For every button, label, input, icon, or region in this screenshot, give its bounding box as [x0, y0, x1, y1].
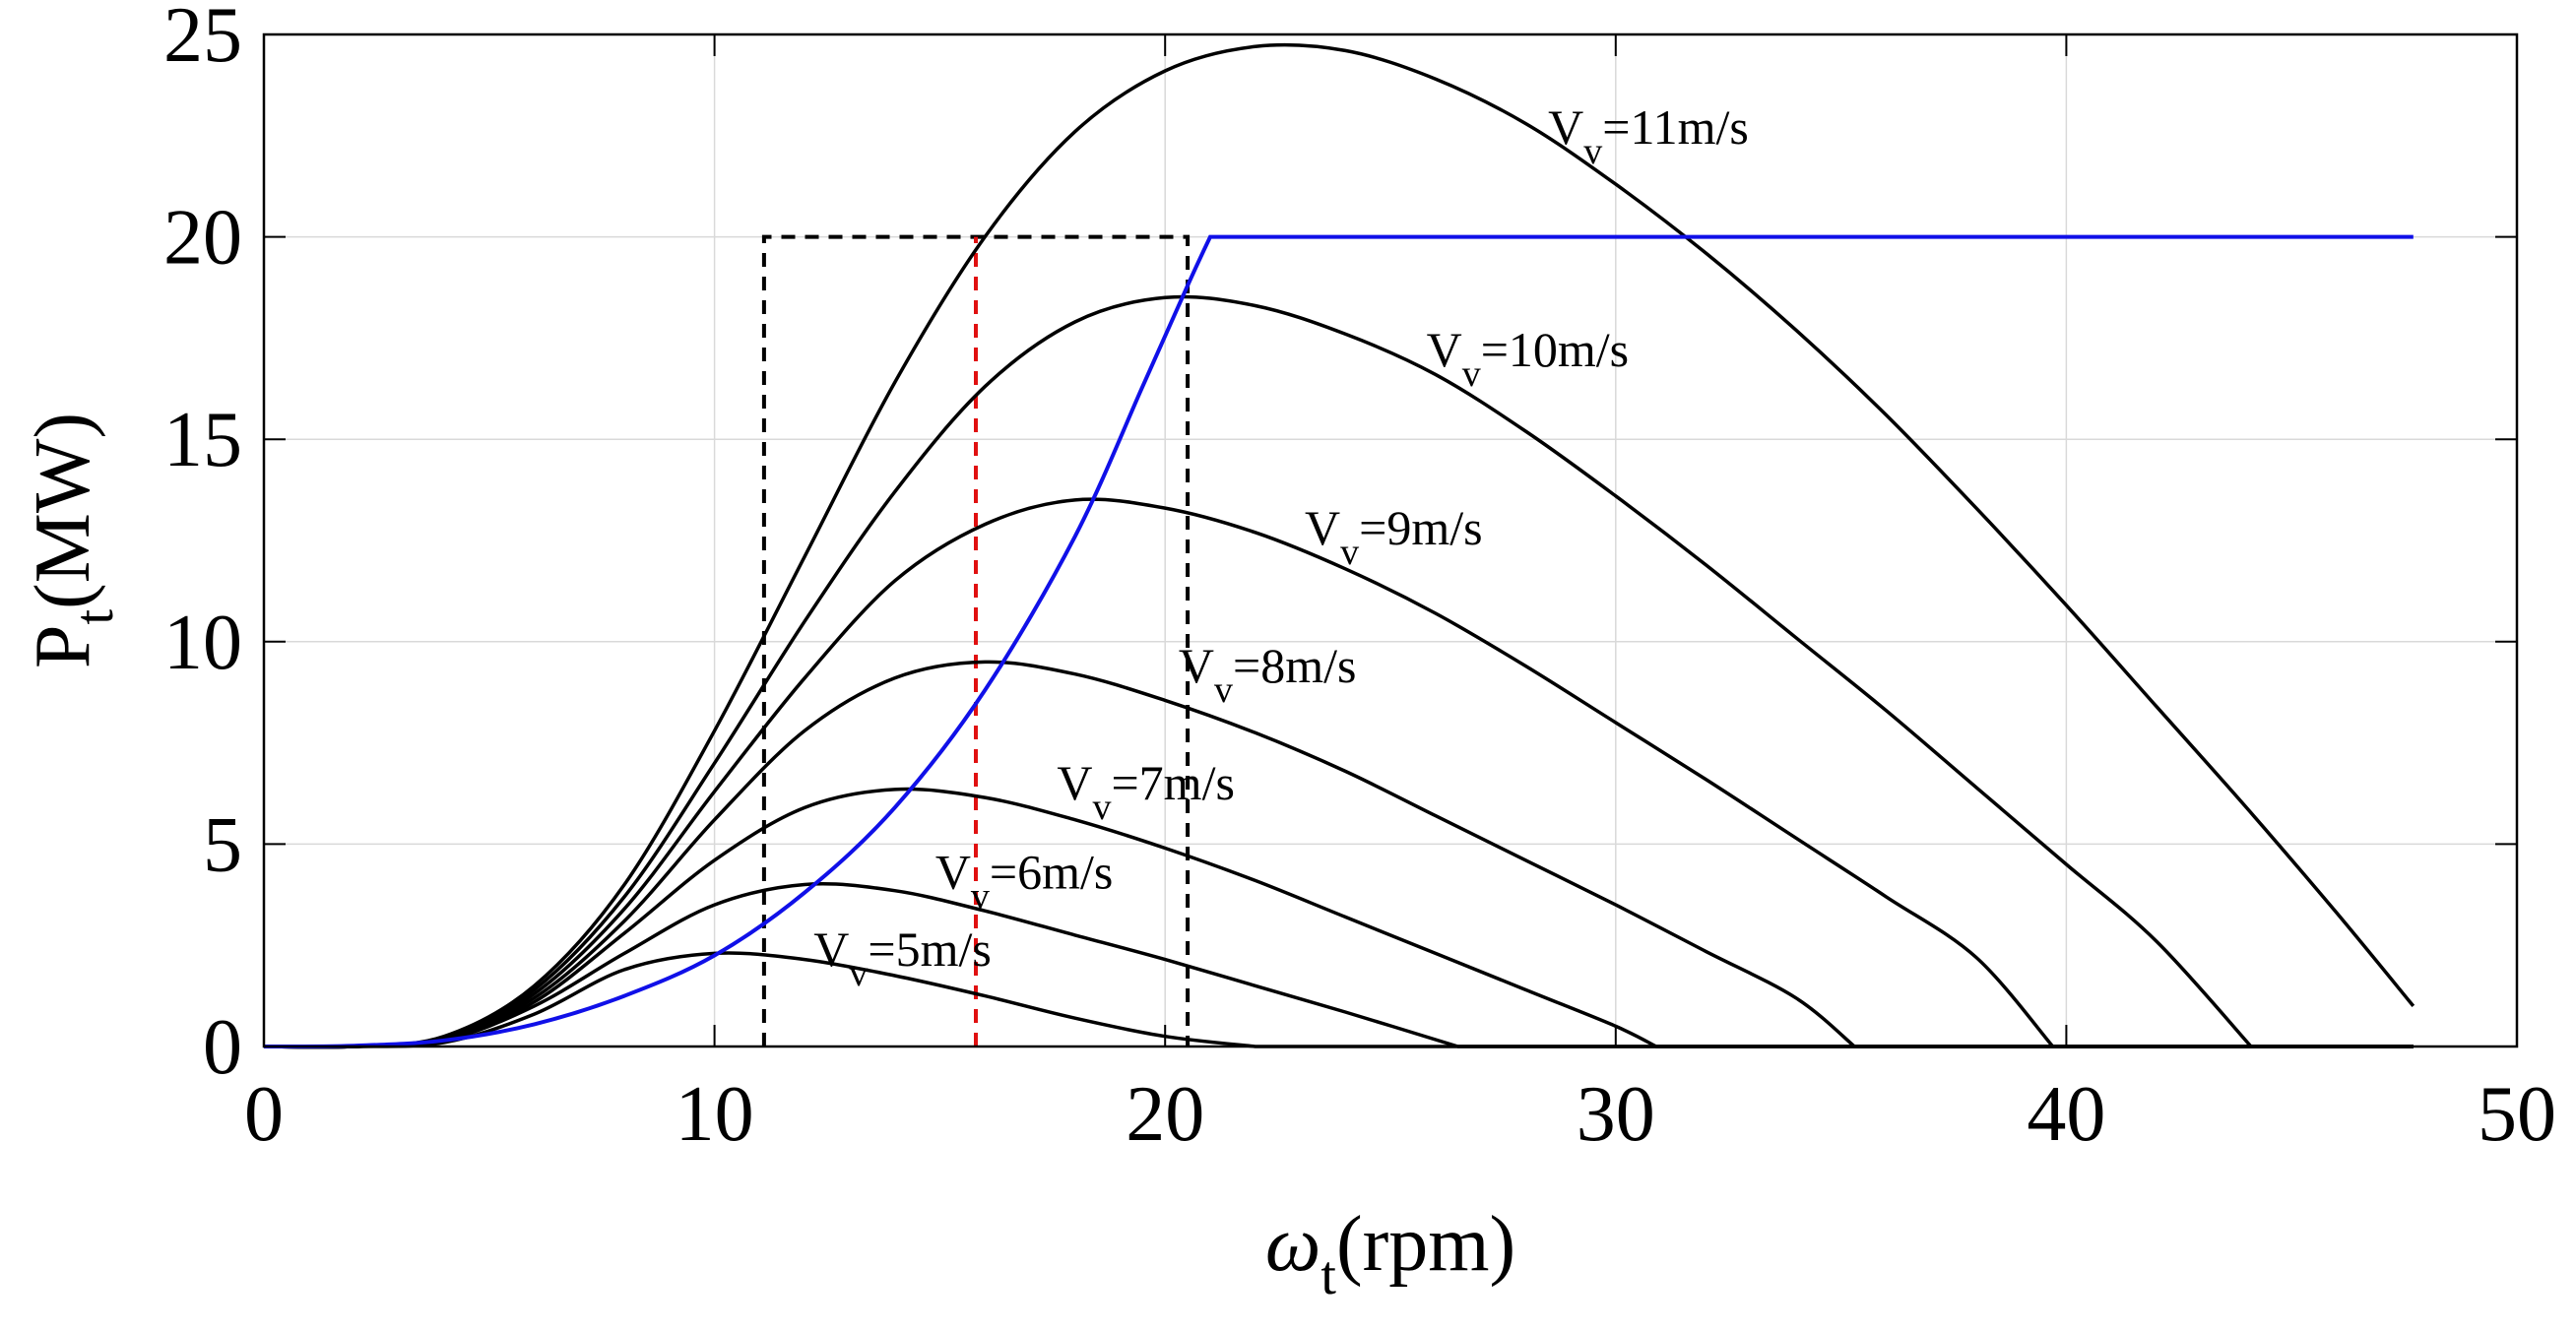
power-curve-9-ms	[263, 497, 2414, 1049]
curve-label-value: =9m/s	[1359, 500, 1482, 555]
power-curve-8-ms	[263, 660, 2414, 1049]
y-axis-symbol: P	[20, 624, 106, 668]
axis-ticks: 0 10 20 30 40 50 0 5 10 15 20 25	[163, 0, 2556, 1158]
power-curve-11-ms	[263, 42, 2415, 1049]
y-axis-unit: (MW)	[20, 412, 106, 609]
y-axis-subscript: t	[64, 608, 125, 624]
curve-label: Vv=9m/s	[1305, 500, 1483, 573]
x-tick-label: 30	[1577, 1071, 1655, 1158]
curve-label-sub: v	[1214, 669, 1233, 711]
x-axis-symbol: ω	[1265, 1201, 1320, 1288]
x-tick-label: 20	[1126, 1071, 1204, 1158]
curve-label: Vv=8m/s	[1179, 638, 1357, 711]
x-tick-label: 50	[2478, 1071, 2556, 1158]
series-layer	[263, 42, 2415, 1049]
power-curve-10-ms	[263, 294, 2414, 1049]
curve-label: Vv=11m/s	[1548, 99, 1749, 172]
y-tick-label: 5	[203, 801, 242, 888]
grid-lines	[264, 34, 2517, 1047]
operating-curve-blue	[263, 234, 2414, 1048]
curve-label-sub: v	[1092, 787, 1111, 828]
curve-label: Vv=5m/s	[813, 921, 992, 994]
curve-label-value: =8m/s	[1233, 638, 1356, 693]
curve-label: Vv=6m/s	[935, 845, 1114, 918]
curve-label-main: V	[1305, 500, 1340, 555]
x-tick-label: 0	[244, 1071, 284, 1158]
y-tick-label: 0	[203, 1004, 242, 1091]
curve-label-sub: v	[1462, 353, 1481, 395]
curve-label-value: =11m/s	[1602, 99, 1749, 155]
x-axis-title: ωt(rpm)	[1265, 1201, 1515, 1306]
curve-label-value: =6m/s	[990, 845, 1113, 900]
curve-label-main: V	[813, 921, 849, 977]
plot-frame	[262, 32, 2519, 1048]
y-tick-label: 15	[163, 397, 242, 483]
curve-label-main: V	[1548, 99, 1583, 155]
curve-label-main: V	[1179, 638, 1214, 693]
curve-label: Vv=10m/s	[1427, 322, 1630, 395]
y-axis-title: Pt(MW)	[20, 412, 125, 668]
y-tick-label: 20	[163, 195, 242, 282]
curve-label-main: V	[1427, 322, 1462, 377]
curve-label-value: =7m/s	[1111, 755, 1234, 810]
curve-label-value: =5m/s	[868, 921, 991, 977]
x-axis-subscript: t	[1320, 1245, 1336, 1306]
curve-label-sub: v	[1583, 131, 1602, 172]
curve-label-main: V	[1057, 755, 1092, 810]
y-tick-label: 10	[163, 600, 242, 686]
curve-label-main: V	[935, 845, 971, 900]
power-curve-7-ms	[263, 787, 2414, 1049]
x-tick-label: 40	[2027, 1071, 2105, 1158]
curve-label: Vv=7m/s	[1057, 755, 1235, 828]
curve-label-sub: v	[971, 876, 990, 918]
curve-label-sub: v	[849, 953, 868, 994]
x-tick-label: 10	[676, 1071, 754, 1158]
curve-labels: Vv=5m/sVv=6m/sVv=7m/sVv=8m/sVv=9m/sVv=10…	[813, 99, 1749, 994]
y-tick-label: 25	[163, 0, 242, 79]
x-axis-unit: (rpm)	[1336, 1201, 1515, 1288]
curve-label-value: =10m/s	[1481, 322, 1629, 377]
curve-label-sub: v	[1340, 532, 1359, 573]
